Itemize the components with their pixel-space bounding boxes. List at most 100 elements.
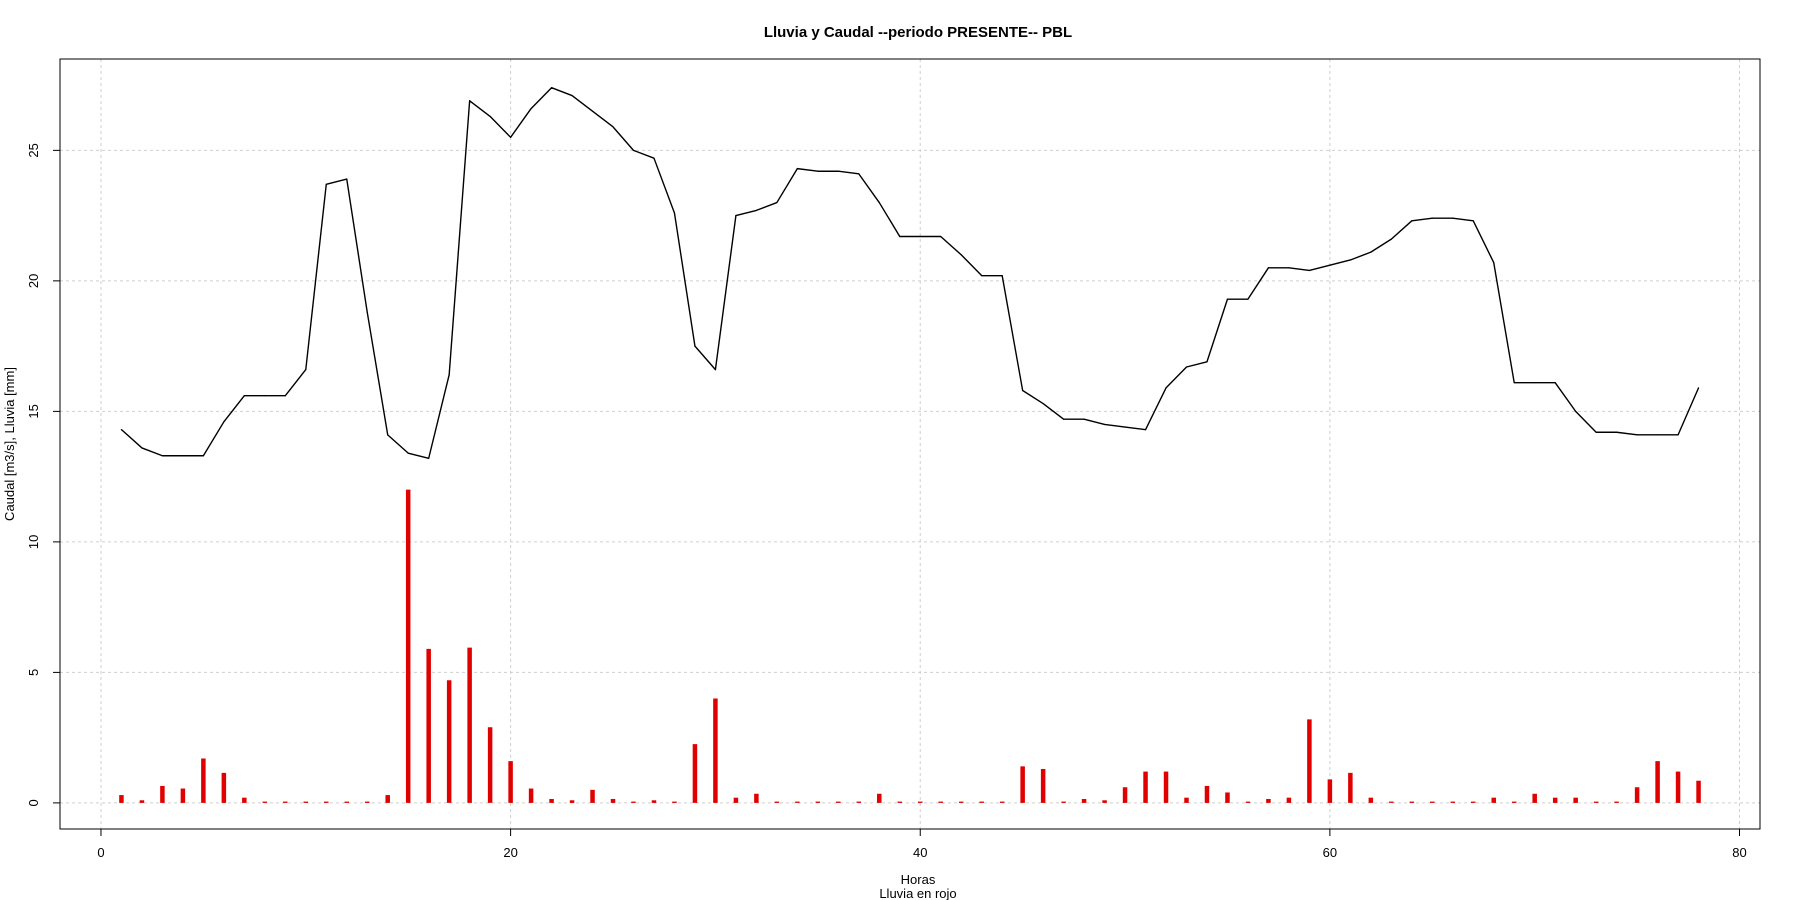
flow-point — [1226, 298, 1229, 300]
flow-point — [653, 157, 655, 159]
flow-point — [1452, 217, 1454, 219]
flow-point — [776, 201, 778, 204]
flow-point — [428, 457, 430, 459]
flow-point — [407, 452, 409, 454]
flow-point — [1472, 220, 1474, 222]
flow-point — [161, 455, 164, 457]
x-tick-label: 80 — [1732, 845, 1746, 860]
flow-point — [1493, 261, 1495, 264]
flow-point — [1042, 402, 1044, 405]
flow-point — [284, 395, 286, 397]
flow-point — [305, 369, 307, 371]
flow-line-group — [120, 87, 1700, 460]
flow-point — [1267, 267, 1270, 269]
flow-point — [489, 115, 491, 118]
x-tick-label: 0 — [97, 845, 104, 860]
flow-point — [1165, 387, 1167, 389]
flow-point — [1001, 275, 1003, 277]
flow-point — [755, 209, 757, 211]
flow-point — [694, 345, 696, 347]
flow-point — [1124, 426, 1126, 428]
flow-point — [960, 254, 962, 256]
flow-point — [1308, 269, 1310, 272]
flow-point — [1636, 434, 1638, 436]
flow-point — [202, 455, 204, 457]
flow-point — [1349, 259, 1351, 261]
y-axis-label: Caudal [m3/s], Lluvia [mm] — [2, 367, 17, 521]
flow-point — [1083, 418, 1085, 420]
x-axis-label: Horas — [901, 872, 936, 887]
flow-point — [1513, 382, 1515, 384]
flow-point — [223, 421, 225, 423]
flow-point — [530, 107, 532, 110]
flow-point — [981, 275, 983, 277]
grid-lines — [60, 59, 1760, 829]
flow-point — [1616, 431, 1618, 433]
flow-point — [817, 170, 819, 172]
x-tick-label: 60 — [1323, 845, 1337, 860]
flow-point — [899, 235, 901, 238]
flow-point — [1534, 382, 1536, 384]
flow-point — [1370, 251, 1372, 253]
y-tick-label: 20 — [26, 274, 41, 288]
flow-point — [1206, 361, 1208, 363]
flow-point — [346, 178, 348, 180]
rain-bars — [119, 489, 1701, 803]
flow-point — [469, 100, 471, 102]
flow-point — [673, 212, 676, 214]
flow-point — [1677, 434, 1679, 436]
x-tick-label: 20 — [503, 845, 517, 860]
flow-point — [448, 374, 450, 376]
flow-point — [1390, 238, 1392, 240]
flow-point — [1697, 387, 1700, 389]
flow-point — [264, 395, 266, 397]
flow-point — [1022, 389, 1024, 392]
flow-point — [120, 429, 123, 431]
y-tick-label: 10 — [26, 535, 41, 549]
flow-point — [1185, 366, 1188, 368]
chart-title: Lluvia y Caudal --periodo PRESENTE-- PBL — [764, 24, 1072, 41]
flow-point — [1329, 264, 1331, 266]
y-tick-label: 25 — [26, 143, 41, 157]
flow-point — [141, 447, 143, 449]
flow-point — [1411, 220, 1413, 222]
flow-point — [1247, 298, 1249, 300]
flow-point — [837, 170, 839, 172]
flow-point — [612, 126, 614, 128]
flow-point — [366, 311, 368, 313]
flow-point — [387, 434, 389, 436]
flow-point — [735, 215, 737, 217]
flow-point — [591, 110, 594, 112]
y-tick-label: 15 — [26, 404, 41, 418]
flow-point — [1103, 423, 1106, 426]
flow-point — [796, 168, 798, 170]
flow-point — [243, 395, 245, 397]
flow-point — [1144, 429, 1147, 431]
flow-point — [858, 173, 860, 175]
flow-point — [550, 87, 553, 89]
plot-frame — [59, 58, 1761, 830]
flow-point — [510, 136, 512, 138]
flow-point — [325, 183, 327, 185]
y-tick-label: 0 — [26, 799, 41, 806]
flow-point — [1554, 382, 1556, 384]
x-axis-sublabel: Lluvia en rojo — [879, 886, 956, 900]
flow-point — [1288, 267, 1290, 269]
flow-point — [1595, 431, 1597, 433]
y-axis: 0 5 10 15 20 25 — [26, 143, 60, 807]
flow-point — [632, 149, 635, 151]
flow-point — [1063, 418, 1065, 420]
x-axis: 0 20 40 60 80 — [97, 829, 1747, 860]
flow-point — [919, 235, 921, 238]
flow-line — [120, 87, 1700, 460]
flow-point — [878, 201, 880, 204]
flow-point — [1431, 217, 1433, 219]
y-tick-label: 5 — [26, 669, 41, 676]
flow-point — [182, 455, 184, 457]
flow-point — [1575, 410, 1577, 412]
flow-point — [714, 369, 717, 371]
flow-point — [1656, 434, 1659, 436]
x-tick-label: 40 — [913, 845, 927, 860]
flow-point — [571, 94, 573, 97]
